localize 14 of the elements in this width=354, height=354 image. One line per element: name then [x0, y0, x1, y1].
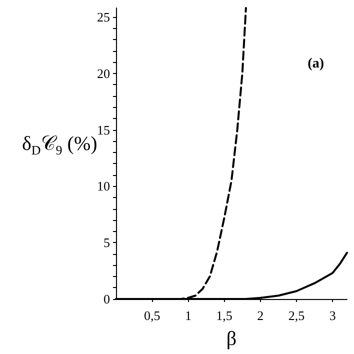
x-tick-label: 1: [184, 308, 192, 323]
y-tick-label: 0: [104, 292, 110, 306]
x-tick-label: 2: [257, 308, 264, 323]
annotation: (a): [308, 56, 324, 72]
x-tick-label: 3: [329, 308, 336, 323]
y-tick-label: 25: [97, 10, 110, 25]
x-tick-label: 0,5: [144, 308, 160, 323]
y-tick-label: 15: [97, 122, 110, 138]
x-tick-label: 2,5: [288, 308, 305, 323]
y-tick-label: 10: [97, 178, 110, 194]
x-axis-title: β: [226, 328, 237, 350]
y-tick-label: 20: [97, 66, 110, 81]
y-tick-label: 5: [104, 235, 110, 250]
x-tick-label: 1,5: [216, 308, 232, 323]
